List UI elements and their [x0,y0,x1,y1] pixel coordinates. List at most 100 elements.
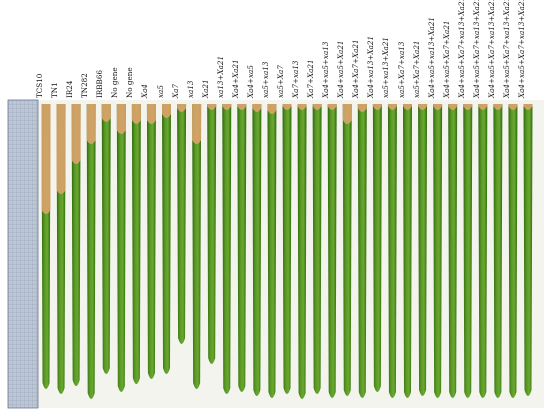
leaf-lesion [71,104,81,164]
leaf-label-text: Xa4+Xa7+Xa21 [351,39,361,98]
leaf [71,104,81,386]
leaf [523,104,533,396]
leaf [478,104,488,398]
ruler [7,99,39,409]
leaf-lesion [101,104,111,122]
leaf [508,104,518,398]
leaf-lesion [116,104,126,134]
leaf [448,104,458,398]
leaf-label-text: Xa4+xa5 [245,65,255,98]
leaf [312,104,322,394]
leaf [433,104,443,398]
leaf-lesion [146,104,156,124]
leaf [493,104,503,398]
leaf-label-text: TCS10 [35,73,44,98]
leaf-lesion [297,104,307,110]
leaf-lesion [372,104,382,110]
leaf-label: Xa4 [140,0,157,98]
leaf-lesion [433,104,443,110]
leaf [342,104,352,396]
leaf-lesion [177,104,187,112]
leaf-label-text: Xa4+xa5+Xa7+xa13+Xa21 [486,0,496,98]
leaf-label-text: xa13 [185,80,195,99]
leaf-lesion [387,104,397,110]
leaf-lesion [403,104,412,110]
leaf-lesion [478,104,488,110]
leaf-label-text: TN282 [80,73,90,98]
leaf-label-text: No gene [110,67,120,98]
leaf-label-text: xa5 [155,85,165,98]
leaf-label-text: Xa4+xa5+xa13+Xa21 [426,17,436,98]
leaf [387,104,397,398]
leaf-label-text: Xa4+xa5+Xa21 [336,40,346,98]
leaf-lesion [508,104,518,110]
leaf [327,104,337,398]
leaf-lesion [357,104,367,112]
leaf-label-text: Xa7+Xa21 [306,59,316,98]
leaf-label: Xa4+xa5+Xa7+xa13+Xa21 [517,0,534,98]
leaf-lesion [327,104,337,110]
leaf [297,104,307,399]
leaf-lesion [448,104,458,110]
leaf-lesion [207,104,217,110]
leaf [146,104,156,379]
leaf-label-text: No gene [125,67,135,98]
leaf-label-text: Xa4+xa13+Xa21 [366,35,376,98]
leaf-label-text: Xa4+xa5+Xa7+Xa21 [441,20,451,98]
leaf-lesion [312,104,322,110]
leaf-label-text: Xa4+xa5+xa13 [321,41,331,98]
leaf-label-text: xa5+xa13 [260,61,270,98]
leaf [86,104,96,399]
leaf-lesion [342,104,352,124]
leaf [463,104,473,398]
leaf-label-text: Xa7+xa13 [291,60,301,98]
leaf-lesion [237,104,247,110]
leaf-label-text: Xa7 [170,84,180,98]
leaf-lesion [56,104,66,194]
leaf-lesion [523,104,533,110]
leaf-lesion [493,104,503,110]
leaf-label-text: Xa4+xa5+Xa7+xa13+Xa21 [456,0,466,98]
leaf-label-text: Xa4 [140,84,150,98]
leaf [192,104,202,389]
leaf [267,104,277,398]
leaf-label-text: IR24 [65,80,75,98]
leaf-label-text: xa13+Xa21 [215,55,225,98]
leaf [177,104,187,344]
leaf-label-text: Xa4+xa5+Xa7+xa13+Xa21 [517,0,526,98]
leaf [282,104,292,394]
leaf [222,104,232,394]
leaf [207,104,217,364]
leaf-lesion [192,104,202,144]
leaf-lesion [131,104,141,124]
leaf-label-text: xa5+Xa7+Xa21 [411,40,421,98]
leaf [237,104,247,392]
leaf-lesion [418,104,428,110]
leaf [162,104,171,374]
leaf-label-text: Xa4+Xa21 [230,59,240,98]
leaf-lesion [252,104,262,112]
leaf-label-text: xa5+xa13+Xa21 [381,37,391,98]
leaf-label-text: Xa21 [200,79,210,98]
leaf-label-text: IRBB66 [95,70,105,98]
leaf-label-text: xa5+Xa7 [276,65,285,98]
leaf-lesion [282,104,292,110]
leaf-lesion [86,104,96,144]
leaf [252,104,262,396]
leaf-lesion [162,104,171,118]
leaf-lesion [222,104,232,110]
leaf [418,104,428,396]
leaf-label-text: xa5+Xa7+xa13 [396,41,406,98]
leaf [372,104,382,392]
leaf [357,104,367,398]
leaf-lesion [463,104,473,110]
leaf-label-text: Xa4+xa5+Xa7+xa13+Xa21 [471,0,481,98]
leaf-label-text: Xa4+xa5+Xa7+xa13+Xa21 [501,0,511,98]
leaf [116,104,126,392]
leaf-lesion [41,104,51,214]
leaf [131,104,141,384]
leaf [403,104,412,398]
leaf [101,104,111,374]
